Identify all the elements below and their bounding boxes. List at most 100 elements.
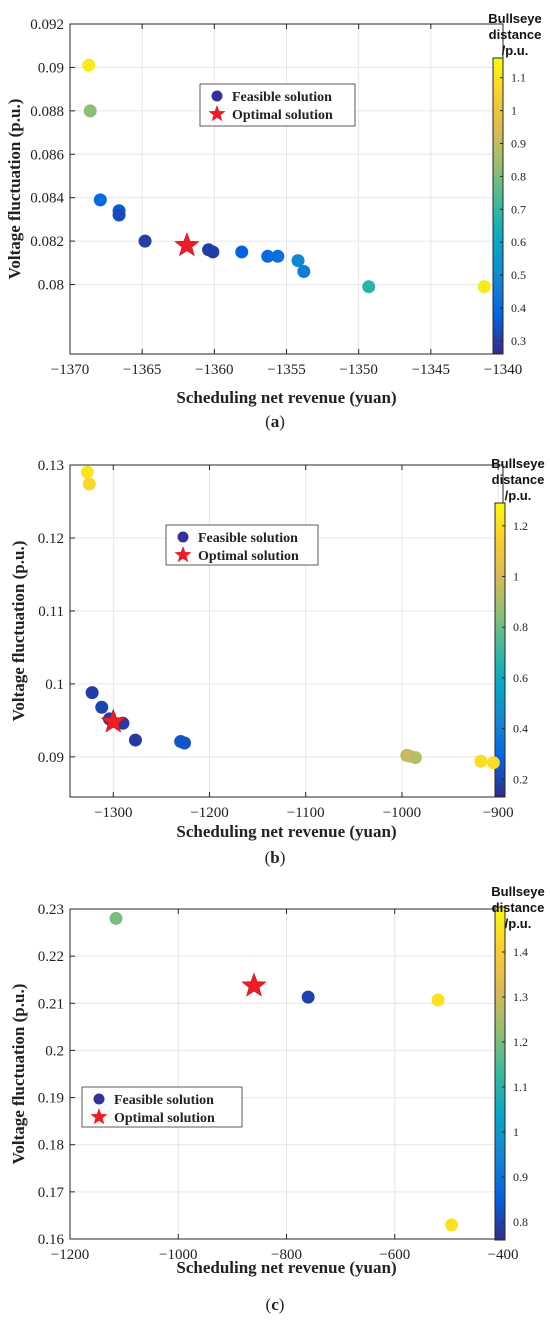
- colorbar-title-line: /p.u.: [502, 43, 529, 58]
- x-tick-label: −1345: [412, 362, 450, 378]
- x-tick-label: −1000: [159, 1247, 197, 1263]
- feasible-point: [206, 245, 220, 259]
- y-tick-label: 0.19: [38, 1091, 64, 1107]
- feasible-point: [82, 477, 96, 491]
- x-axis-label: Scheduling net revenue (yuan): [176, 388, 396, 407]
- plot-frame: [69, 464, 504, 798]
- colorbar-tick-label: 0.5: [511, 268, 526, 282]
- y-tick-label: 0.082: [30, 234, 64, 250]
- y-tick-label: 0.12: [38, 531, 64, 547]
- feasible-point: [138, 234, 152, 248]
- feasible-point: [486, 756, 500, 770]
- chart-panel-a: −1370 −1365 −1360 −1355 −1350 −1345 −1340 0.08 0…: [0, 0, 550, 410]
- legend-box: [165, 524, 319, 566]
- legend-feasible-label: Feasible solution: [114, 1093, 214, 1108]
- optimal-point-star: [241, 972, 267, 997]
- legend-feasible-label: Feasible solution: [232, 90, 332, 105]
- feasible-point: [112, 208, 126, 222]
- colorbar-title-line: Bullseye: [491, 885, 544, 899]
- feasible-point: [80, 465, 94, 479]
- x-tick-label: −600: [379, 1247, 410, 1263]
- feasible-point: [95, 700, 109, 714]
- legend-optimal-marker: [208, 105, 226, 122]
- colorbar-tick-label: 1.1: [511, 71, 526, 85]
- feasible-point: [271, 249, 285, 263]
- colorbar-tick-label: 1.1: [513, 1080, 528, 1094]
- x-axis-label: Scheduling net revenue (yuan): [176, 822, 396, 841]
- y-tick-label: 0.09: [38, 60, 64, 76]
- feasible-point: [83, 104, 97, 118]
- colorbar: [494, 906, 506, 1241]
- colorbar-title-line: distance: [492, 900, 545, 915]
- feasible-point: [109, 911, 123, 925]
- colorbar-tick-label: 0.6: [511, 235, 526, 249]
- colorbar-tick-label: 1: [511, 104, 517, 118]
- legend: Feasible solution Optimal solution: [81, 1086, 243, 1128]
- colorbar-tick-label: 1: [513, 1125, 519, 1139]
- x-tick-label: −900: [483, 805, 514, 821]
- x-tick-label: −800: [271, 1247, 302, 1263]
- y-tick-label: 0.16: [38, 1232, 65, 1248]
- colorbar-title-line: /p.u.: [505, 916, 532, 931]
- colorbar-tick-label: 0.9: [511, 137, 526, 151]
- y-axis-label: Voltage fluctuation (p.u.): [9, 541, 28, 722]
- caption-a: (a): [265, 412, 285, 431]
- colorbar: [494, 502, 506, 798]
- colorbar-title-line: distance: [489, 27, 542, 42]
- legend-feasible-marker: [177, 531, 189, 543]
- legend-optimal-label: Optimal solution: [114, 1111, 215, 1126]
- feasible-point: [93, 193, 107, 207]
- x-tick-label: −1350: [339, 362, 377, 378]
- x-tick-label: −1100: [287, 805, 325, 821]
- colorbar-title-line: distance: [492, 472, 545, 487]
- y-tick-label: 0.2: [45, 1043, 64, 1059]
- feasible-point: [431, 993, 445, 1007]
- colorbar-tick-label: 1.2: [513, 519, 528, 533]
- colorbar-tick-label: 0.8: [513, 1215, 528, 1229]
- x-tick-label: −1340: [484, 362, 522, 378]
- caption-c: (c): [265, 1295, 285, 1314]
- y-axis-label: Voltage fluctuation (p.u.): [9, 984, 28, 1165]
- x-tick-label: −1000: [383, 805, 421, 821]
- chart-panel-b: −1300 −1200 −1100 −1000 −900 0.09 0.1 0.11 0.12 0…: [0, 445, 550, 845]
- legend-optimal-label: Optimal solution: [198, 549, 299, 564]
- y-tick-label: 0.17: [38, 1185, 65, 1201]
- legend-box: [81, 1086, 243, 1128]
- legend-optimal-marker: [90, 1108, 108, 1125]
- feasible-point: [301, 990, 315, 1004]
- feasible-point: [445, 1218, 459, 1232]
- x-tick-label: −1360: [195, 362, 233, 378]
- colorbar-tick-label: 1: [513, 570, 519, 584]
- legend: Feasible solution Optimal solution: [199, 83, 356, 127]
- feasible-point: [474, 754, 488, 768]
- optimal-point-star: [100, 708, 127, 733]
- x-tick-label: −1300: [94, 805, 132, 821]
- feasible-point: [477, 280, 491, 294]
- colorbar-tick-label: 0.9: [513, 1170, 528, 1184]
- y-tick-label: 0.13: [38, 458, 64, 474]
- legend-feasible-marker: [93, 1093, 105, 1105]
- y-tick-label: 0.084: [30, 191, 64, 207]
- legend-optimal-marker: [174, 546, 192, 563]
- y-tick-label: 0.23: [38, 902, 64, 918]
- feasible-point: [261, 249, 275, 263]
- x-tick-label: −1370: [51, 362, 89, 378]
- scatter-chart-c: −1200 −1000 −800 −600 −400 0.16 0.17 0.18 0.19 0.…: [9, 885, 545, 1277]
- feasible-point: [235, 245, 249, 259]
- colorbar-tick-label: 0.2: [513, 772, 528, 786]
- colorbar-tick-label: 0.7: [511, 202, 526, 216]
- y-tick-label: 0.22: [38, 949, 64, 965]
- y-tick-label: 0.21: [38, 996, 64, 1012]
- y-tick-label: 0.1: [45, 677, 64, 693]
- colorbar-tick-label: 1.4: [513, 945, 528, 959]
- x-tick-label: −400: [488, 1247, 519, 1263]
- colorbar-title-line: Bullseye: [491, 456, 544, 471]
- colorbar-tick-label: 1.3: [513, 990, 528, 1004]
- colorbar-tick-label: 1.2: [513, 1035, 528, 1049]
- y-axis-label: Voltage fluctuation (p.u.): [5, 99, 24, 280]
- y-tick-label: 0.11: [38, 604, 64, 620]
- x-axis-label: Scheduling net revenue (yuan): [176, 1258, 396, 1277]
- feasible-point: [128, 733, 142, 747]
- colorbar-tick-label: 0.4: [513, 722, 528, 736]
- chart-panel-c: −1200 −1000 −800 −600 −400 0.16 0.17 0.18 0.19 0.…: [0, 885, 550, 1280]
